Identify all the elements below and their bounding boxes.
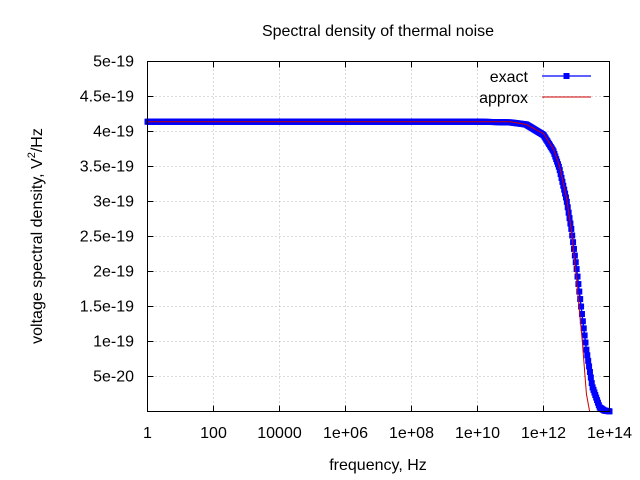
data-point-exact bbox=[557, 171, 564, 178]
y-axis-label-main: voltage spectral density, V bbox=[29, 158, 46, 344]
data-point-exact bbox=[572, 259, 579, 266]
x-tick-labels: 1 100 10000 1e+06 1e+08 1e+10 1e+12 1e+14 bbox=[143, 425, 632, 442]
y-tick-label: 1e-19 bbox=[93, 334, 134, 351]
grid bbox=[147, 61, 610, 412]
data-point-exact bbox=[585, 357, 592, 364]
data-point-exact bbox=[571, 252, 578, 259]
data-point-exact bbox=[575, 281, 582, 288]
x-tick-label: 1 bbox=[143, 425, 152, 442]
x-tick-label: 1e+10 bbox=[455, 425, 500, 442]
y-tick-label: 2e-19 bbox=[93, 264, 134, 281]
legend: exact approx bbox=[479, 69, 591, 107]
data-point-exact bbox=[559, 178, 566, 185]
data-point-exact bbox=[584, 352, 591, 359]
data-point-exact bbox=[573, 266, 580, 273]
plot-frame bbox=[147, 61, 610, 412]
y-axis-label: voltage spectral density, V2/Hz bbox=[26, 128, 46, 344]
series-layer bbox=[144, 118, 613, 415]
y-tick-labels: 5e-20 1e-19 1.5e-19 2e-19 2.5e-19 3e-19 3.5e-1… bbox=[80, 54, 134, 386]
data-point-exact bbox=[578, 311, 585, 318]
y-tick-label: 5e-19 bbox=[93, 54, 134, 71]
y-tick-label: 5e-20 bbox=[93, 369, 134, 386]
legend-marker-exact bbox=[563, 73, 570, 79]
x-tick-label: 10000 bbox=[257, 425, 302, 442]
data-point-exact bbox=[581, 332, 588, 339]
chart-title: Spectral density of thermal noise bbox=[262, 23, 494, 40]
data-point-exact bbox=[580, 325, 587, 332]
x-tick-label: 1e+14 bbox=[587, 425, 632, 442]
data-point-exact bbox=[574, 273, 581, 280]
data-point-exact bbox=[556, 167, 563, 174]
data-point-exact bbox=[587, 374, 594, 381]
data-point-exact bbox=[586, 368, 593, 375]
y-tick-label: 3.5e-19 bbox=[80, 159, 134, 176]
data-point-exact bbox=[586, 363, 593, 370]
x-tick-label: 1e+08 bbox=[389, 425, 434, 442]
y-tick-label: 4e-19 bbox=[93, 124, 134, 141]
y-tick-label: 2.5e-19 bbox=[80, 229, 134, 246]
data-point-exact bbox=[577, 296, 584, 303]
data-point-exact bbox=[558, 174, 565, 181]
data-point-exact bbox=[561, 186, 568, 193]
y-axis-label-tail: /Hz bbox=[29, 128, 46, 152]
x-tick-label: 1e+06 bbox=[323, 425, 368, 442]
data-point-exact bbox=[578, 303, 585, 310]
series-line-approx bbox=[147, 121, 591, 412]
legend-label-approx: approx bbox=[479, 90, 528, 107]
data-point-exact bbox=[579, 318, 586, 325]
x-tick-label: 100 bbox=[200, 425, 227, 442]
y-tick-label: 1.5e-19 bbox=[80, 299, 134, 316]
data-point-exact bbox=[582, 339, 589, 346]
data-point-exact bbox=[588, 380, 595, 387]
series-line-exact bbox=[147, 120, 610, 413]
legend-label-exact: exact bbox=[490, 69, 529, 86]
data-point-exact bbox=[576, 288, 583, 295]
y-axis-label-sup: 2 bbox=[26, 152, 38, 158]
x-axis-label: frequency, Hz bbox=[329, 457, 427, 474]
data-point-exact bbox=[555, 163, 562, 170]
axis-ticks bbox=[147, 61, 610, 412]
data-point-exact bbox=[560, 182, 567, 189]
data-point-exact bbox=[570, 245, 577, 252]
x-tick-label: 1e+12 bbox=[521, 425, 566, 442]
data-point-exact bbox=[583, 346, 590, 353]
y-tick-label: 3e-19 bbox=[93, 194, 134, 211]
y-tick-label: 4.5e-19 bbox=[80, 89, 134, 106]
